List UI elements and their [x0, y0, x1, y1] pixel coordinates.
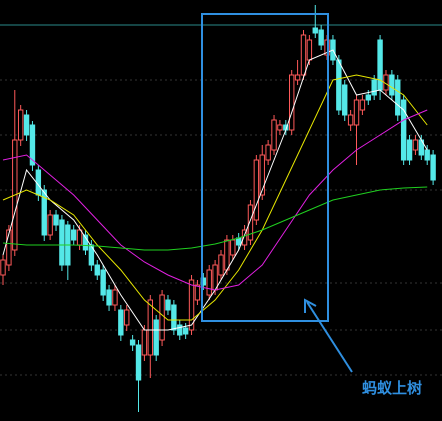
candle-body [312, 27, 318, 34]
moving-average-line [2, 186, 428, 251]
candle-body [129, 339, 136, 346]
candle-body [241, 229, 248, 246]
candle-body [124, 309, 130, 326]
candle-body [188, 279, 195, 331]
moving-average-line [2, 109, 428, 291]
candle-body [395, 79, 401, 116]
candle-body [253, 159, 260, 221]
candle-body [224, 239, 230, 271]
candle-body [371, 79, 377, 96]
candle-body [177, 324, 183, 336]
candle-body [153, 319, 159, 356]
candle-body [365, 94, 371, 101]
candle-body [235, 237, 242, 246]
candle-body [112, 289, 118, 306]
candle-body [406, 139, 413, 161]
candle-body [59, 219, 65, 266]
candle-body [6, 229, 12, 266]
candle-body [318, 29, 324, 46]
candle-body [336, 59, 342, 111]
candle-body [265, 144, 271, 161]
candle-body [206, 269, 212, 296]
candle-body [212, 264, 218, 291]
candle-body [289, 74, 295, 131]
arrow-head [304, 298, 317, 313]
highlight-box [201, 13, 329, 322]
moving-average-line [2, 74, 428, 321]
candle-body [165, 299, 171, 311]
candle-body [218, 254, 224, 276]
candle-body [377, 39, 383, 91]
candle-body [359, 99, 366, 111]
candle-body [400, 99, 407, 161]
annotation: 蚂蚁上树 [362, 379, 422, 397]
candle-body [0, 259, 6, 276]
candle-body [23, 114, 30, 136]
candle-body [389, 74, 395, 96]
candle-body [41, 189, 47, 236]
candle-body [17, 109, 24, 141]
candle-body [82, 234, 89, 251]
candle-body [424, 149, 430, 161]
candle-body [353, 99, 360, 126]
candle-body [294, 74, 301, 81]
candle-body [259, 154, 265, 196]
marks [0, 5, 436, 412]
candle-body [271, 119, 277, 151]
candle-body [29, 124, 36, 166]
candle-body [342, 84, 348, 116]
candle-body [88, 244, 95, 266]
candle-body [171, 304, 177, 331]
candle-body [135, 344, 142, 381]
candle-body [53, 214, 59, 226]
candle-body [94, 264, 100, 276]
candle-body [230, 239, 236, 256]
candle-body [430, 154, 436, 181]
candle-body [71, 229, 77, 241]
candle-body [100, 269, 106, 296]
candle-body [141, 329, 148, 356]
candle-body [76, 229, 83, 246]
candle-body [182, 327, 189, 335]
candle-body [412, 139, 419, 151]
candle-body [300, 34, 307, 76]
candle-body [194, 284, 201, 301]
candle-body [306, 39, 313, 61]
candle-body [247, 204, 254, 241]
arrow [306, 301, 353, 373]
candle-body [277, 124, 283, 131]
candle-body [106, 289, 112, 306]
candle-body [147, 299, 153, 356]
grid [0, 79, 442, 376]
candle-body [347, 114, 354, 126]
candle-body [118, 309, 124, 336]
candle-body [47, 214, 53, 236]
candle-body [159, 294, 165, 341]
